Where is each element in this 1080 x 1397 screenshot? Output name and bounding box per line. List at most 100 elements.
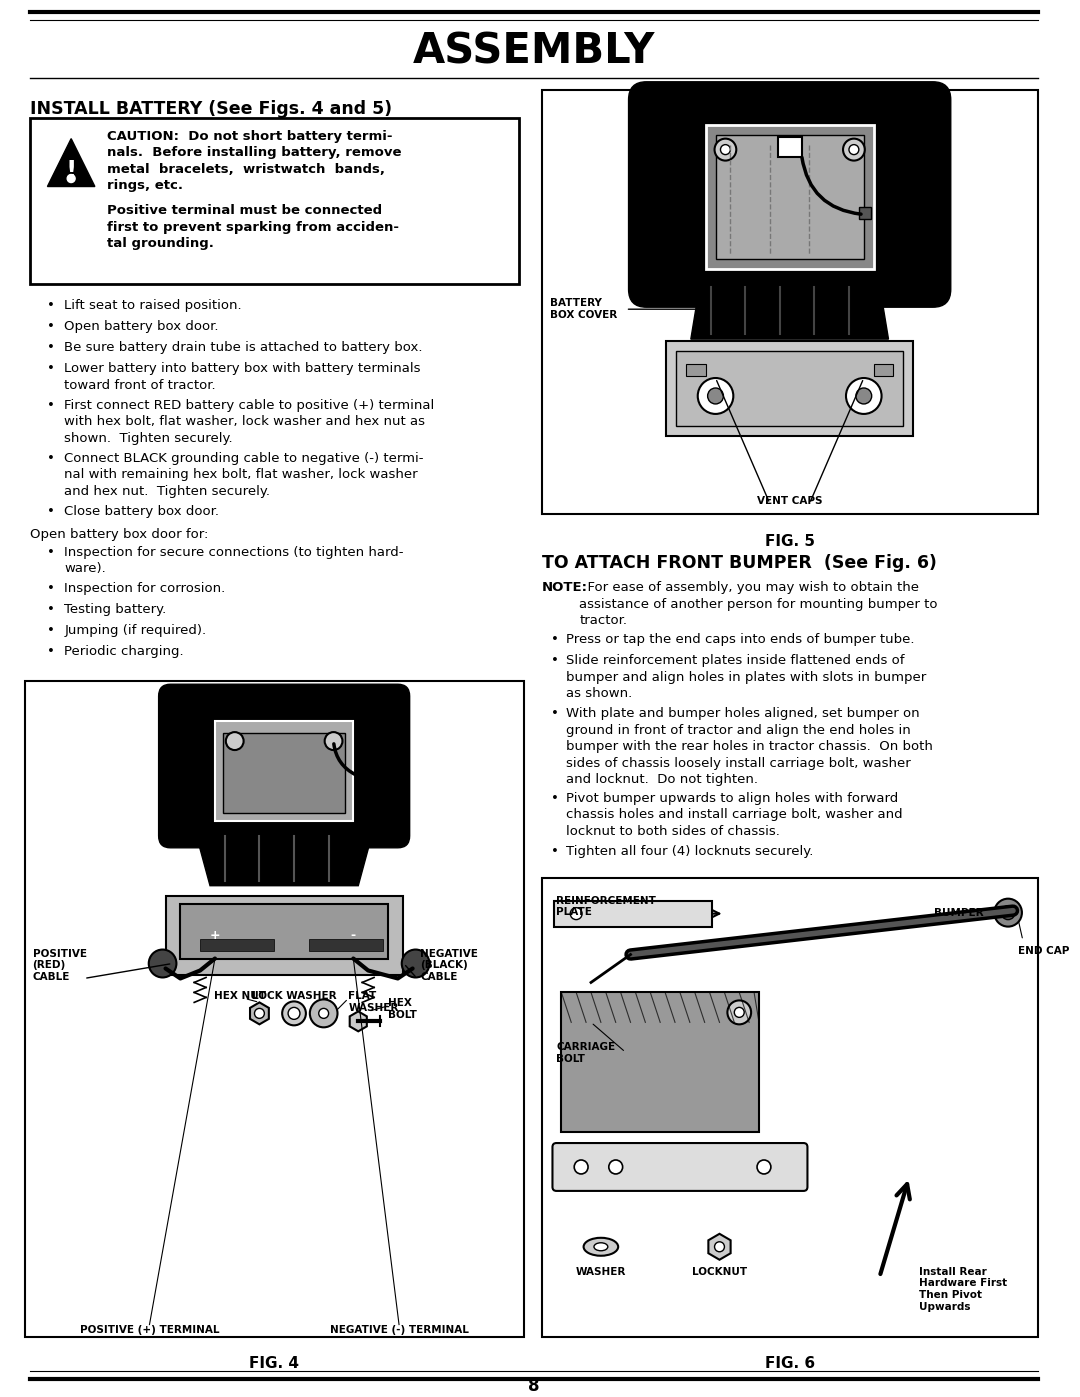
Text: -: - xyxy=(351,929,356,942)
Text: NEGATIVE
(BLACK)
CABLE: NEGATIVE (BLACK) CABLE xyxy=(420,949,478,982)
Text: NEGATIVE (-) TERMINAL: NEGATIVE (-) TERMINAL xyxy=(329,1324,469,1334)
Text: •: • xyxy=(552,845,559,858)
Text: REINFORCEMENT
PLATE: REINFORCEMENT PLATE xyxy=(556,895,657,918)
Text: WASHER: WASHER xyxy=(576,1267,626,1277)
Circle shape xyxy=(325,732,342,750)
Circle shape xyxy=(715,138,737,161)
Text: Inspection for secure connections (to tighten hard-
ware).: Inspection for secure connections (to ti… xyxy=(64,546,404,576)
FancyBboxPatch shape xyxy=(159,685,409,848)
Circle shape xyxy=(843,138,865,161)
Text: CARRIAGE
BOLT: CARRIAGE BOLT xyxy=(556,1042,616,1065)
Bar xyxy=(686,365,705,376)
Bar xyxy=(778,137,801,156)
Circle shape xyxy=(995,898,1022,926)
Text: Positive terminal must be connected
first to prevent sparking from acciden-
tal : Positive terminal must be connected firs… xyxy=(107,204,399,250)
Text: •: • xyxy=(48,299,55,312)
Bar xyxy=(666,341,914,436)
Circle shape xyxy=(310,999,338,1027)
Text: •: • xyxy=(48,451,55,465)
Circle shape xyxy=(575,1160,588,1173)
Circle shape xyxy=(67,175,76,183)
Text: Inspection for corrosion.: Inspection for corrosion. xyxy=(64,583,226,595)
Text: INSTALL BATTERY (See Figs. 4 and 5): INSTALL BATTERY (See Figs. 4 and 5) xyxy=(29,99,392,117)
Text: TO ATTACH FRONT BUMPER  (See Fig. 6): TO ATTACH FRONT BUMPER (See Fig. 6) xyxy=(541,553,936,571)
Text: +: + xyxy=(210,929,220,942)
Text: Periodic charging.: Periodic charging. xyxy=(64,645,184,658)
Text: Close battery box door.: Close battery box door. xyxy=(64,504,219,518)
Circle shape xyxy=(720,145,730,155)
Ellipse shape xyxy=(583,1238,618,1256)
Text: Testing battery.: Testing battery. xyxy=(64,604,166,616)
Bar xyxy=(222,733,346,813)
Text: POSITIVE
(RED)
CABLE: POSITIVE (RED) CABLE xyxy=(32,949,86,982)
Text: HEX NUT: HEX NUT xyxy=(214,992,266,1002)
Circle shape xyxy=(846,379,881,414)
FancyBboxPatch shape xyxy=(629,82,950,307)
Text: LOCKNUT: LOCKNUT xyxy=(692,1267,747,1277)
Circle shape xyxy=(255,1009,265,1018)
Text: Open battery box door.: Open battery box door. xyxy=(64,320,219,332)
Text: •: • xyxy=(48,504,55,518)
Text: ASSEMBLY: ASSEMBLY xyxy=(413,31,654,73)
Circle shape xyxy=(319,1009,328,1018)
Circle shape xyxy=(149,950,176,978)
Text: Tighten all four (4) locknuts securely.: Tighten all four (4) locknuts securely. xyxy=(566,845,813,858)
Bar xyxy=(859,208,870,219)
Text: Pivot bumper upwards to align holes with forward
chassis holes and install carri: Pivot bumper upwards to align holes with… xyxy=(566,792,903,838)
Text: HEX
BOLT: HEX BOLT xyxy=(388,999,417,1020)
Circle shape xyxy=(1001,905,1015,919)
Circle shape xyxy=(570,908,582,919)
Text: •: • xyxy=(552,792,559,805)
Text: CAUTION:  Do not short battery termi-
nals.  Before installing battery, remove
m: CAUTION: Do not short battery termi- nal… xyxy=(107,130,402,193)
Polygon shape xyxy=(249,1003,269,1024)
Text: •: • xyxy=(48,320,55,332)
Text: •: • xyxy=(552,654,559,668)
Bar xyxy=(541,877,1038,1337)
Bar xyxy=(29,117,518,284)
Text: •: • xyxy=(48,400,55,412)
Bar xyxy=(874,365,893,376)
Circle shape xyxy=(698,379,733,414)
Circle shape xyxy=(728,1000,751,1024)
Polygon shape xyxy=(708,1234,730,1260)
Polygon shape xyxy=(350,1011,367,1031)
Text: BUMPER: BUMPER xyxy=(934,908,984,918)
FancyBboxPatch shape xyxy=(553,1143,808,1190)
Circle shape xyxy=(288,1007,300,1020)
Text: •: • xyxy=(552,707,559,721)
Text: •: • xyxy=(48,583,55,595)
Text: Slide reinforcement plates inside flattened ends of
bumper and align holes in pl: Slide reinforcement plates inside flatte… xyxy=(566,654,927,700)
Text: With plate and bumper holes aligned, set bumper on
ground in front of tractor an: With plate and bumper holes aligned, set… xyxy=(566,707,933,787)
Text: Open battery box door for:: Open battery box door for: xyxy=(29,528,208,541)
Text: Jumping (if required).: Jumping (if required). xyxy=(64,624,206,637)
Text: First connect RED battery cable to positive (+) terminal
with hex bolt, flat was: First connect RED battery cable to posit… xyxy=(64,400,434,446)
Bar xyxy=(165,895,403,975)
Text: Lift seat to raised position.: Lift seat to raised position. xyxy=(64,299,242,312)
Circle shape xyxy=(715,1242,725,1252)
Circle shape xyxy=(707,388,724,404)
Text: !: ! xyxy=(66,158,77,183)
Text: •: • xyxy=(48,604,55,616)
Text: LOCK WASHER: LOCK WASHER xyxy=(252,992,336,1002)
Text: •: • xyxy=(48,546,55,559)
Bar xyxy=(562,992,759,1132)
Text: •: • xyxy=(552,633,559,647)
Text: For ease of assembly, you may wish to obtain the
assistance of another person fo: For ease of assembly, you may wish to ob… xyxy=(579,581,937,627)
Circle shape xyxy=(609,1160,623,1173)
Bar xyxy=(215,721,353,821)
Text: END CAP: END CAP xyxy=(1018,946,1069,956)
Polygon shape xyxy=(48,138,95,187)
Text: •: • xyxy=(48,341,55,353)
Circle shape xyxy=(282,1002,306,1025)
Bar xyxy=(309,939,383,950)
Circle shape xyxy=(734,1007,744,1017)
Text: FLAT
WASHER: FLAT WASHER xyxy=(349,992,399,1013)
Text: Lower battery into battery box with battery terminals
toward front of tractor.: Lower battery into battery box with batt… xyxy=(64,362,421,391)
Circle shape xyxy=(855,388,872,404)
Text: •: • xyxy=(48,624,55,637)
Text: •: • xyxy=(48,645,55,658)
Text: BATTERY
BOX COVER: BATTERY BOX COVER xyxy=(550,299,617,320)
Ellipse shape xyxy=(594,1243,608,1250)
Text: Install Rear
Hardware First
Then Pivot
Upwards: Install Rear Hardware First Then Pivot U… xyxy=(919,1267,1008,1312)
Bar xyxy=(25,682,524,1337)
